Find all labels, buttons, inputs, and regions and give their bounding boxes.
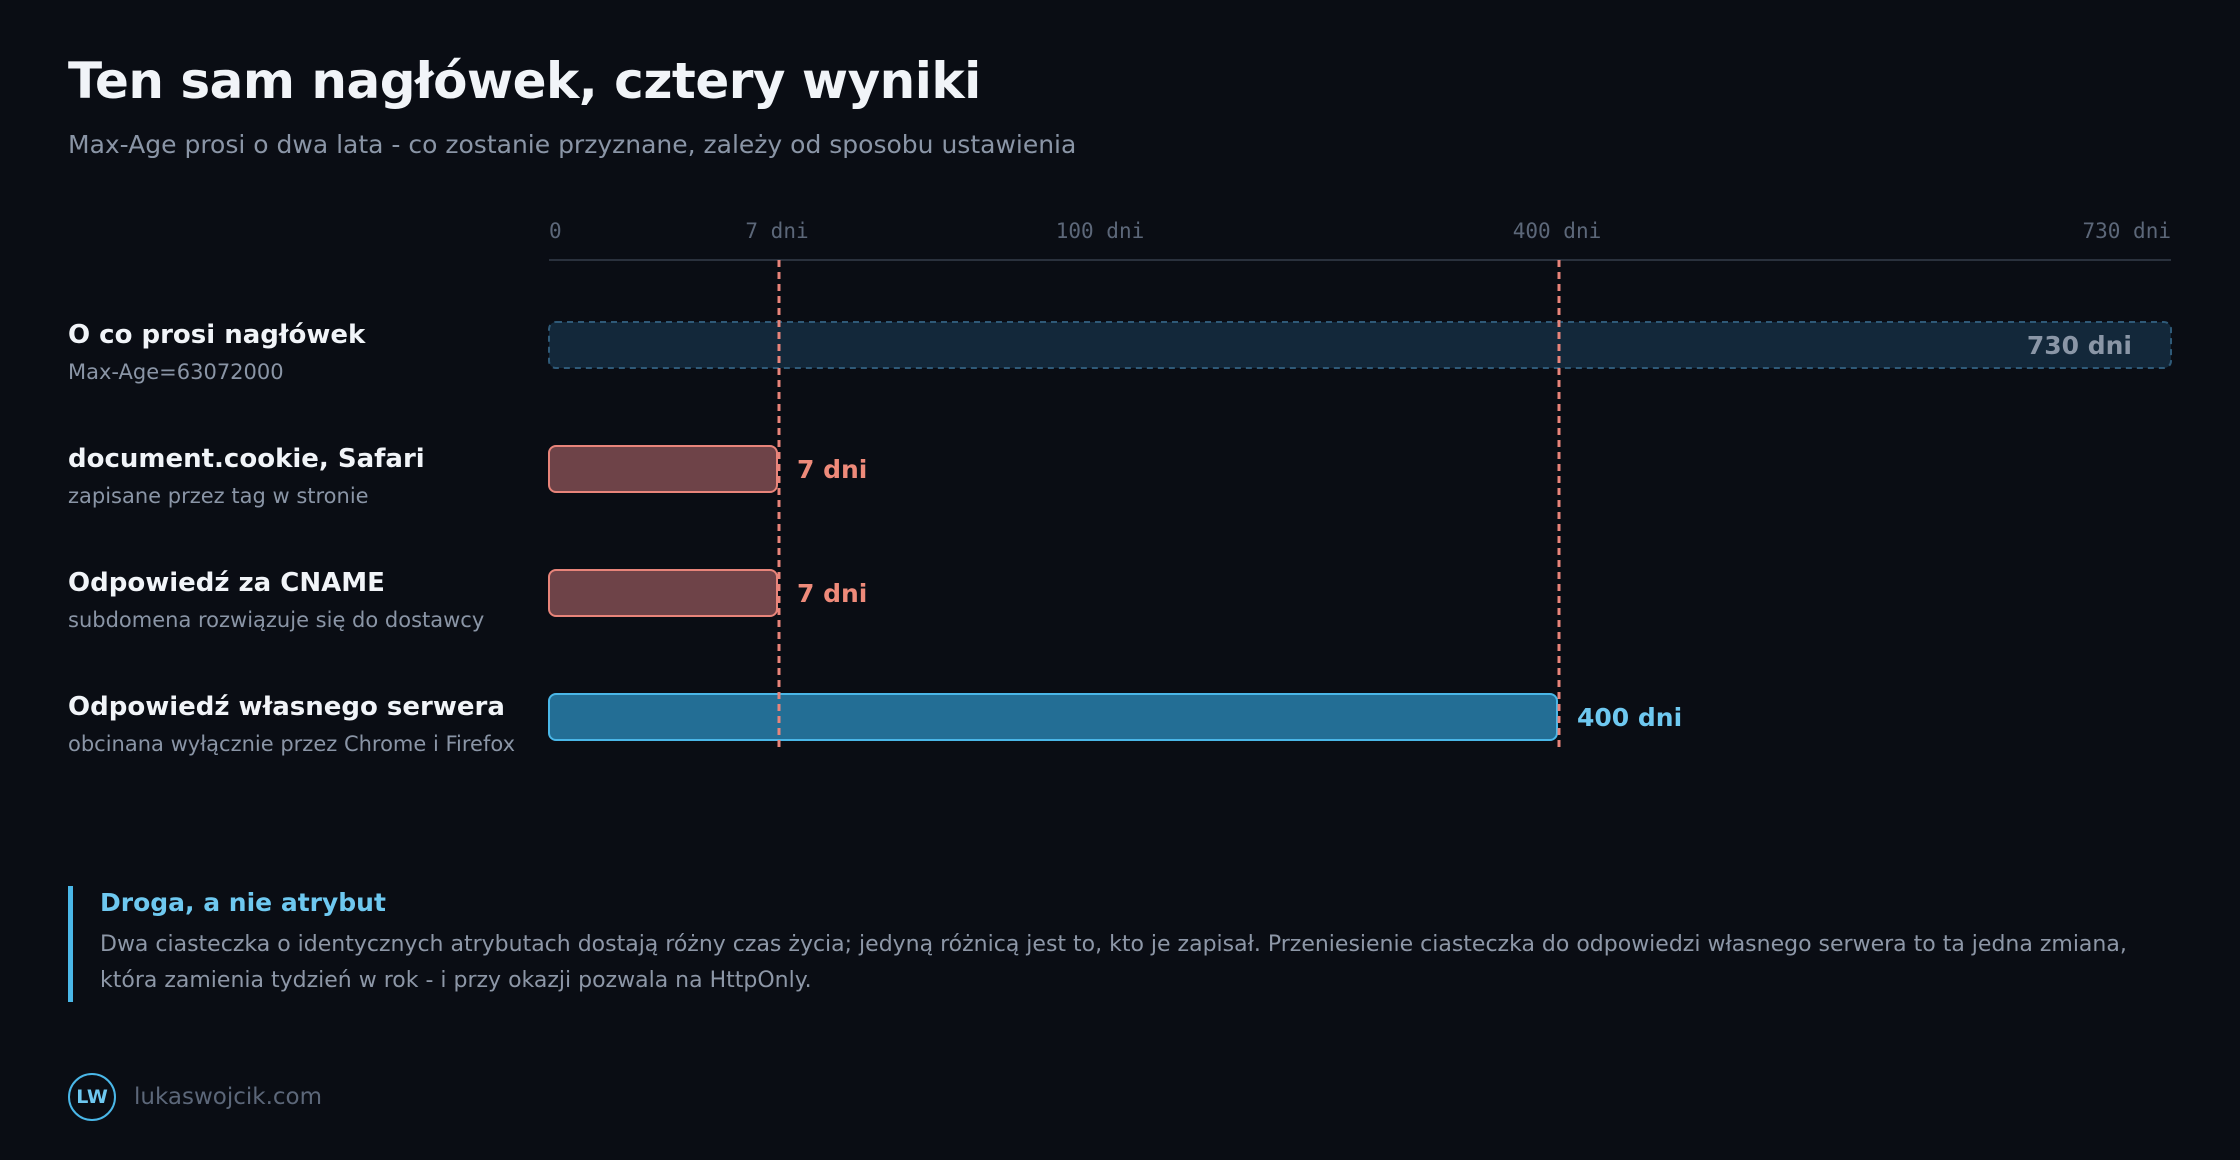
bar-value-label: 7 dni	[797, 455, 867, 484]
bar-value-label: 7 dni	[797, 579, 867, 608]
bar-category-label: Odpowiedź za CNAME	[68, 568, 385, 598]
bar-value-label: 400 dni	[1577, 703, 1682, 732]
bar-category-sublabel: obcinana wyłącznie przez Chrome i Firefo…	[68, 732, 515, 756]
bar	[548, 445, 778, 493]
bar	[548, 321, 2172, 369]
bar-category-sublabel: subdomena rozwiązuje się do dostawcy	[68, 608, 484, 632]
footer: LW lukaswojcik.com	[68, 1071, 322, 1123]
x-tick-label: 730 dni	[2082, 219, 2171, 243]
bar	[548, 569, 778, 617]
bar	[548, 693, 1558, 741]
bar-category-label: O co prosi nagłówek	[68, 320, 366, 350]
x-tick-label: 0	[549, 219, 562, 243]
footer-site: lukaswojcik.com	[134, 1084, 323, 1110]
bar-category-sublabel: zapisane przez tag w stronie	[68, 484, 369, 508]
bar-category-sublabel: Max-Age=63072000	[68, 360, 284, 384]
page-title: Ten sam nagłówek, cztery wyniki	[68, 52, 981, 110]
logo: LW	[68, 1073, 116, 1121]
x-tick-label: 400 dni	[1513, 219, 1602, 243]
callout-title: Droga, a nie atrybut	[100, 888, 386, 917]
x-tick-label: 7 dni	[745, 219, 808, 243]
bar-value-label: 730 dni	[2027, 331, 2132, 360]
bar-category-label: document.cookie, Safari	[68, 444, 425, 474]
bar-category-label: Odpowiedź własnego serwera	[68, 692, 505, 722]
callout-box: Droga, a nie atrybut Dwa ciasteczka o id…	[68, 886, 2168, 1002]
callout-body: Dwa ciasteczka o identycznych atrybutach…	[100, 932, 2127, 993]
page-subtitle: Max-Age prosi o dwa lata - co zostanie p…	[68, 130, 1077, 159]
x-tick-label: 100 dni	[1056, 219, 1145, 243]
